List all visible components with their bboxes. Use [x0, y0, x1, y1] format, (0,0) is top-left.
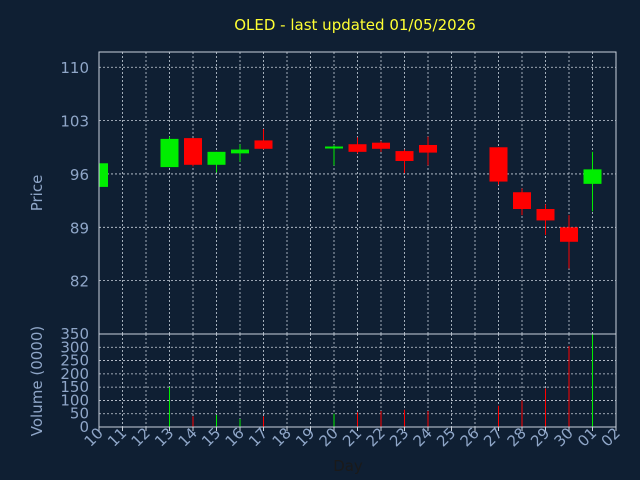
candle-body — [254, 140, 273, 149]
price-tick-labels: 110 103 96 89 82 — [60, 59, 89, 290]
volume-series — [169, 334, 593, 427]
volume-tick-label: 0 — [79, 418, 89, 436]
candle-body — [419, 144, 437, 153]
volume-tick-label: 50 — [70, 405, 89, 423]
x-tick-labels: 1011121314151617181920212223242526272829… — [81, 424, 624, 450]
price-grid — [99, 52, 616, 334]
price-tick-label: 110 — [60, 59, 89, 77]
price-tick-label: 96 — [70, 166, 89, 184]
volume-tick-label: 300 — [60, 338, 89, 356]
candle-body — [99, 163, 108, 187]
candle-body — [207, 151, 226, 165]
candle-body — [372, 142, 390, 149]
candle-body — [536, 209, 555, 221]
volume-tick-label: 200 — [60, 365, 89, 383]
candle-body — [513, 192, 531, 210]
chart-title: OLED - last updated 01/05/2026 — [234, 16, 476, 34]
candle-body — [583, 169, 602, 184]
volume-tick-label: 250 — [60, 352, 89, 370]
candlestick-series — [98, 128, 602, 269]
x-axis-label: Day — [333, 457, 363, 475]
price-tick-label: 103 — [60, 113, 89, 131]
candle-body — [395, 151, 414, 161]
candle-body — [489, 147, 508, 182]
volume-tick-label: 150 — [60, 378, 89, 396]
volume-tick-label: 350 — [60, 325, 89, 343]
candle-body — [348, 144, 367, 152]
volume-axis-label: Volume (0000) — [28, 326, 46, 436]
price-tick-label: 89 — [70, 219, 89, 237]
candle-body — [560, 227, 578, 242]
price-axis-label: Price — [28, 175, 46, 212]
candle-body — [231, 149, 249, 154]
candle-body — [325, 146, 343, 149]
candle-body — [160, 138, 179, 168]
candle-body — [184, 138, 202, 165]
price-tick-label: 82 — [70, 273, 89, 291]
volume-tick-label: 100 — [60, 391, 89, 409]
volume-plot-frame — [98, 333, 617, 428]
